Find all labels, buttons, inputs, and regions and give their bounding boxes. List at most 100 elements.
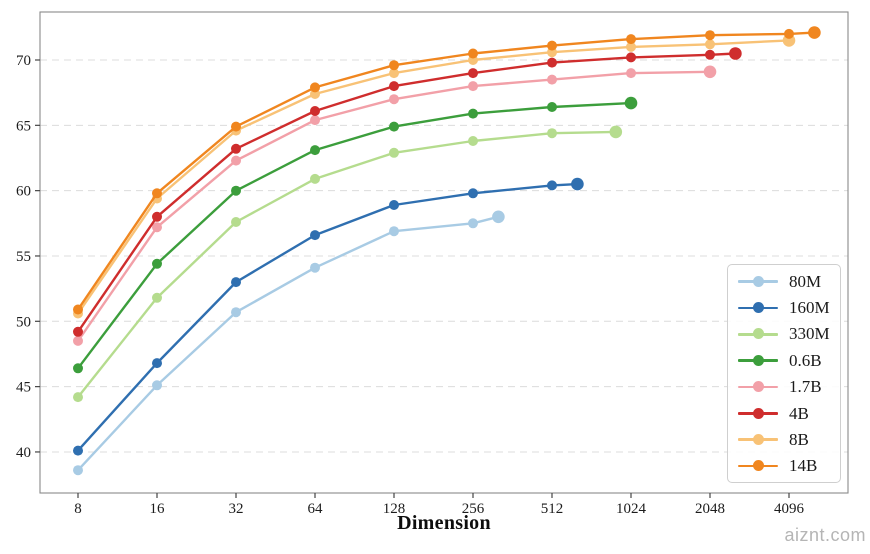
series-330M-line	[76, 130, 617, 399]
legend-dot-swatch	[752, 407, 764, 419]
legend-dot-swatch	[752, 302, 764, 314]
series-160M-point	[468, 188, 478, 199]
series-8B-point	[389, 68, 399, 79]
series-4B-point	[73, 326, 83, 337]
legend-item-14B: 14B	[728, 455, 840, 477]
series-80M-point	[468, 218, 478, 229]
series-4B-point	[310, 106, 320, 116]
series-330M-point	[547, 128, 557, 139]
legend-label: 0.6B	[789, 350, 822, 370]
x-tick-label: 2048	[695, 501, 725, 517]
series-14B-point	[389, 60, 399, 71]
legend-marker-icon	[738, 433, 778, 445]
series-330M-point	[152, 292, 162, 303]
series-8B-point	[626, 41, 636, 52]
legend-item-80M: 80M	[728, 270, 840, 292]
legend-label: 80M	[789, 271, 822, 291]
x-tick-label: 16	[150, 501, 166, 517]
series-4B-point	[729, 47, 742, 60]
series-1.7B-point	[389, 94, 399, 105]
series-14B-point	[231, 121, 241, 132]
series-0.6B-point	[468, 108, 478, 119]
y-tick-label: 70	[16, 53, 31, 69]
legend-marker-icon	[738, 354, 778, 366]
series-330M-point	[389, 147, 399, 158]
series-80M-point	[389, 226, 399, 237]
series-160M-point	[231, 277, 241, 288]
series-layer	[73, 26, 821, 476]
legend-dot-swatch	[752, 433, 764, 445]
series-80M-point	[73, 465, 83, 476]
x-tick-label: 256	[462, 501, 485, 517]
series-160M	[73, 177, 584, 456]
x-tick-label: 64	[308, 501, 324, 517]
legend-dot-swatch	[752, 381, 764, 393]
series-0.6B-point	[547, 102, 557, 112]
series-330M-point	[468, 136, 478, 146]
legend-item-8B: 8B	[728, 428, 840, 450]
legend-marker-icon	[738, 381, 778, 393]
x-axis-label: Dimension	[397, 512, 491, 534]
legend-marker-icon	[738, 275, 778, 287]
legend-dot-swatch	[752, 460, 764, 472]
series-160M-line	[76, 182, 579, 452]
series-4B-point	[389, 81, 399, 92]
series-330M-point	[231, 217, 241, 227]
series-8B-line	[76, 39, 791, 315]
series-330M	[73, 125, 623, 403]
x-tick-label: 32	[229, 501, 244, 517]
legend-item-160M: 160M	[728, 297, 840, 319]
series-0.6B-point	[231, 185, 241, 196]
x-tick-label: 1024	[616, 501, 647, 517]
series-4B-point	[231, 143, 241, 154]
series-80M-point	[492, 210, 505, 224]
series-14B-point	[547, 40, 557, 51]
x-tick-label: 512	[541, 501, 564, 517]
watermark-text: aiznt.com	[784, 525, 866, 545]
series-0.6B-point	[624, 96, 638, 110]
series-4B-point	[705, 49, 715, 60]
series-1.7B-point	[703, 65, 717, 79]
y-tick-label: 50	[16, 314, 31, 330]
series-14B-point	[310, 82, 320, 93]
legend-item-330M: 330M	[728, 323, 840, 345]
legend-label: 14B	[789, 456, 818, 476]
series-14B-point	[784, 28, 794, 39]
series-160M-point	[310, 230, 320, 241]
series-14B-point	[626, 34, 636, 45]
series-14B	[73, 26, 821, 315]
legend-marker-icon	[738, 328, 778, 340]
series-14B-point	[705, 30, 715, 41]
y-tick-label: 45	[16, 380, 31, 396]
series-0.6B-point	[389, 121, 399, 132]
legend-marker-icon	[738, 460, 778, 472]
series-160M-point	[152, 358, 162, 369]
gridlines	[40, 59, 848, 453]
series-4B-point	[152, 211, 162, 222]
series-1.7B-point	[547, 74, 557, 85]
legend-dot-swatch	[752, 328, 764, 340]
legend-dot-swatch	[752, 354, 764, 366]
y-tick-label: 55	[16, 249, 31, 265]
legend: 80M 160M 330M 0.6B 1.7B 4B 8B 14B	[727, 264, 841, 483]
series-80M-point	[231, 307, 241, 318]
legend-label: 330M	[789, 324, 830, 344]
series-1.7B-point	[468, 81, 478, 92]
series-80M	[73, 210, 505, 476]
series-80M-point	[310, 262, 320, 273]
axis-ticks	[35, 59, 790, 498]
legend-item-0.6B: 0.6B	[728, 349, 840, 371]
series-1.7B-point	[152, 222, 162, 233]
series-330M-point	[310, 173, 320, 184]
series-4B-point	[468, 68, 478, 79]
series-80M-line	[76, 215, 500, 472]
legend-label: 8B	[789, 429, 809, 449]
x-tick-label: 4096	[774, 501, 805, 517]
series-4B	[73, 47, 742, 337]
series-1.7B-point	[231, 155, 241, 166]
legend-dot-swatch	[752, 275, 764, 287]
series-330M-point	[73, 392, 83, 403]
y-tick-label: 40	[16, 445, 31, 461]
series-1.7B-point	[73, 335, 83, 346]
